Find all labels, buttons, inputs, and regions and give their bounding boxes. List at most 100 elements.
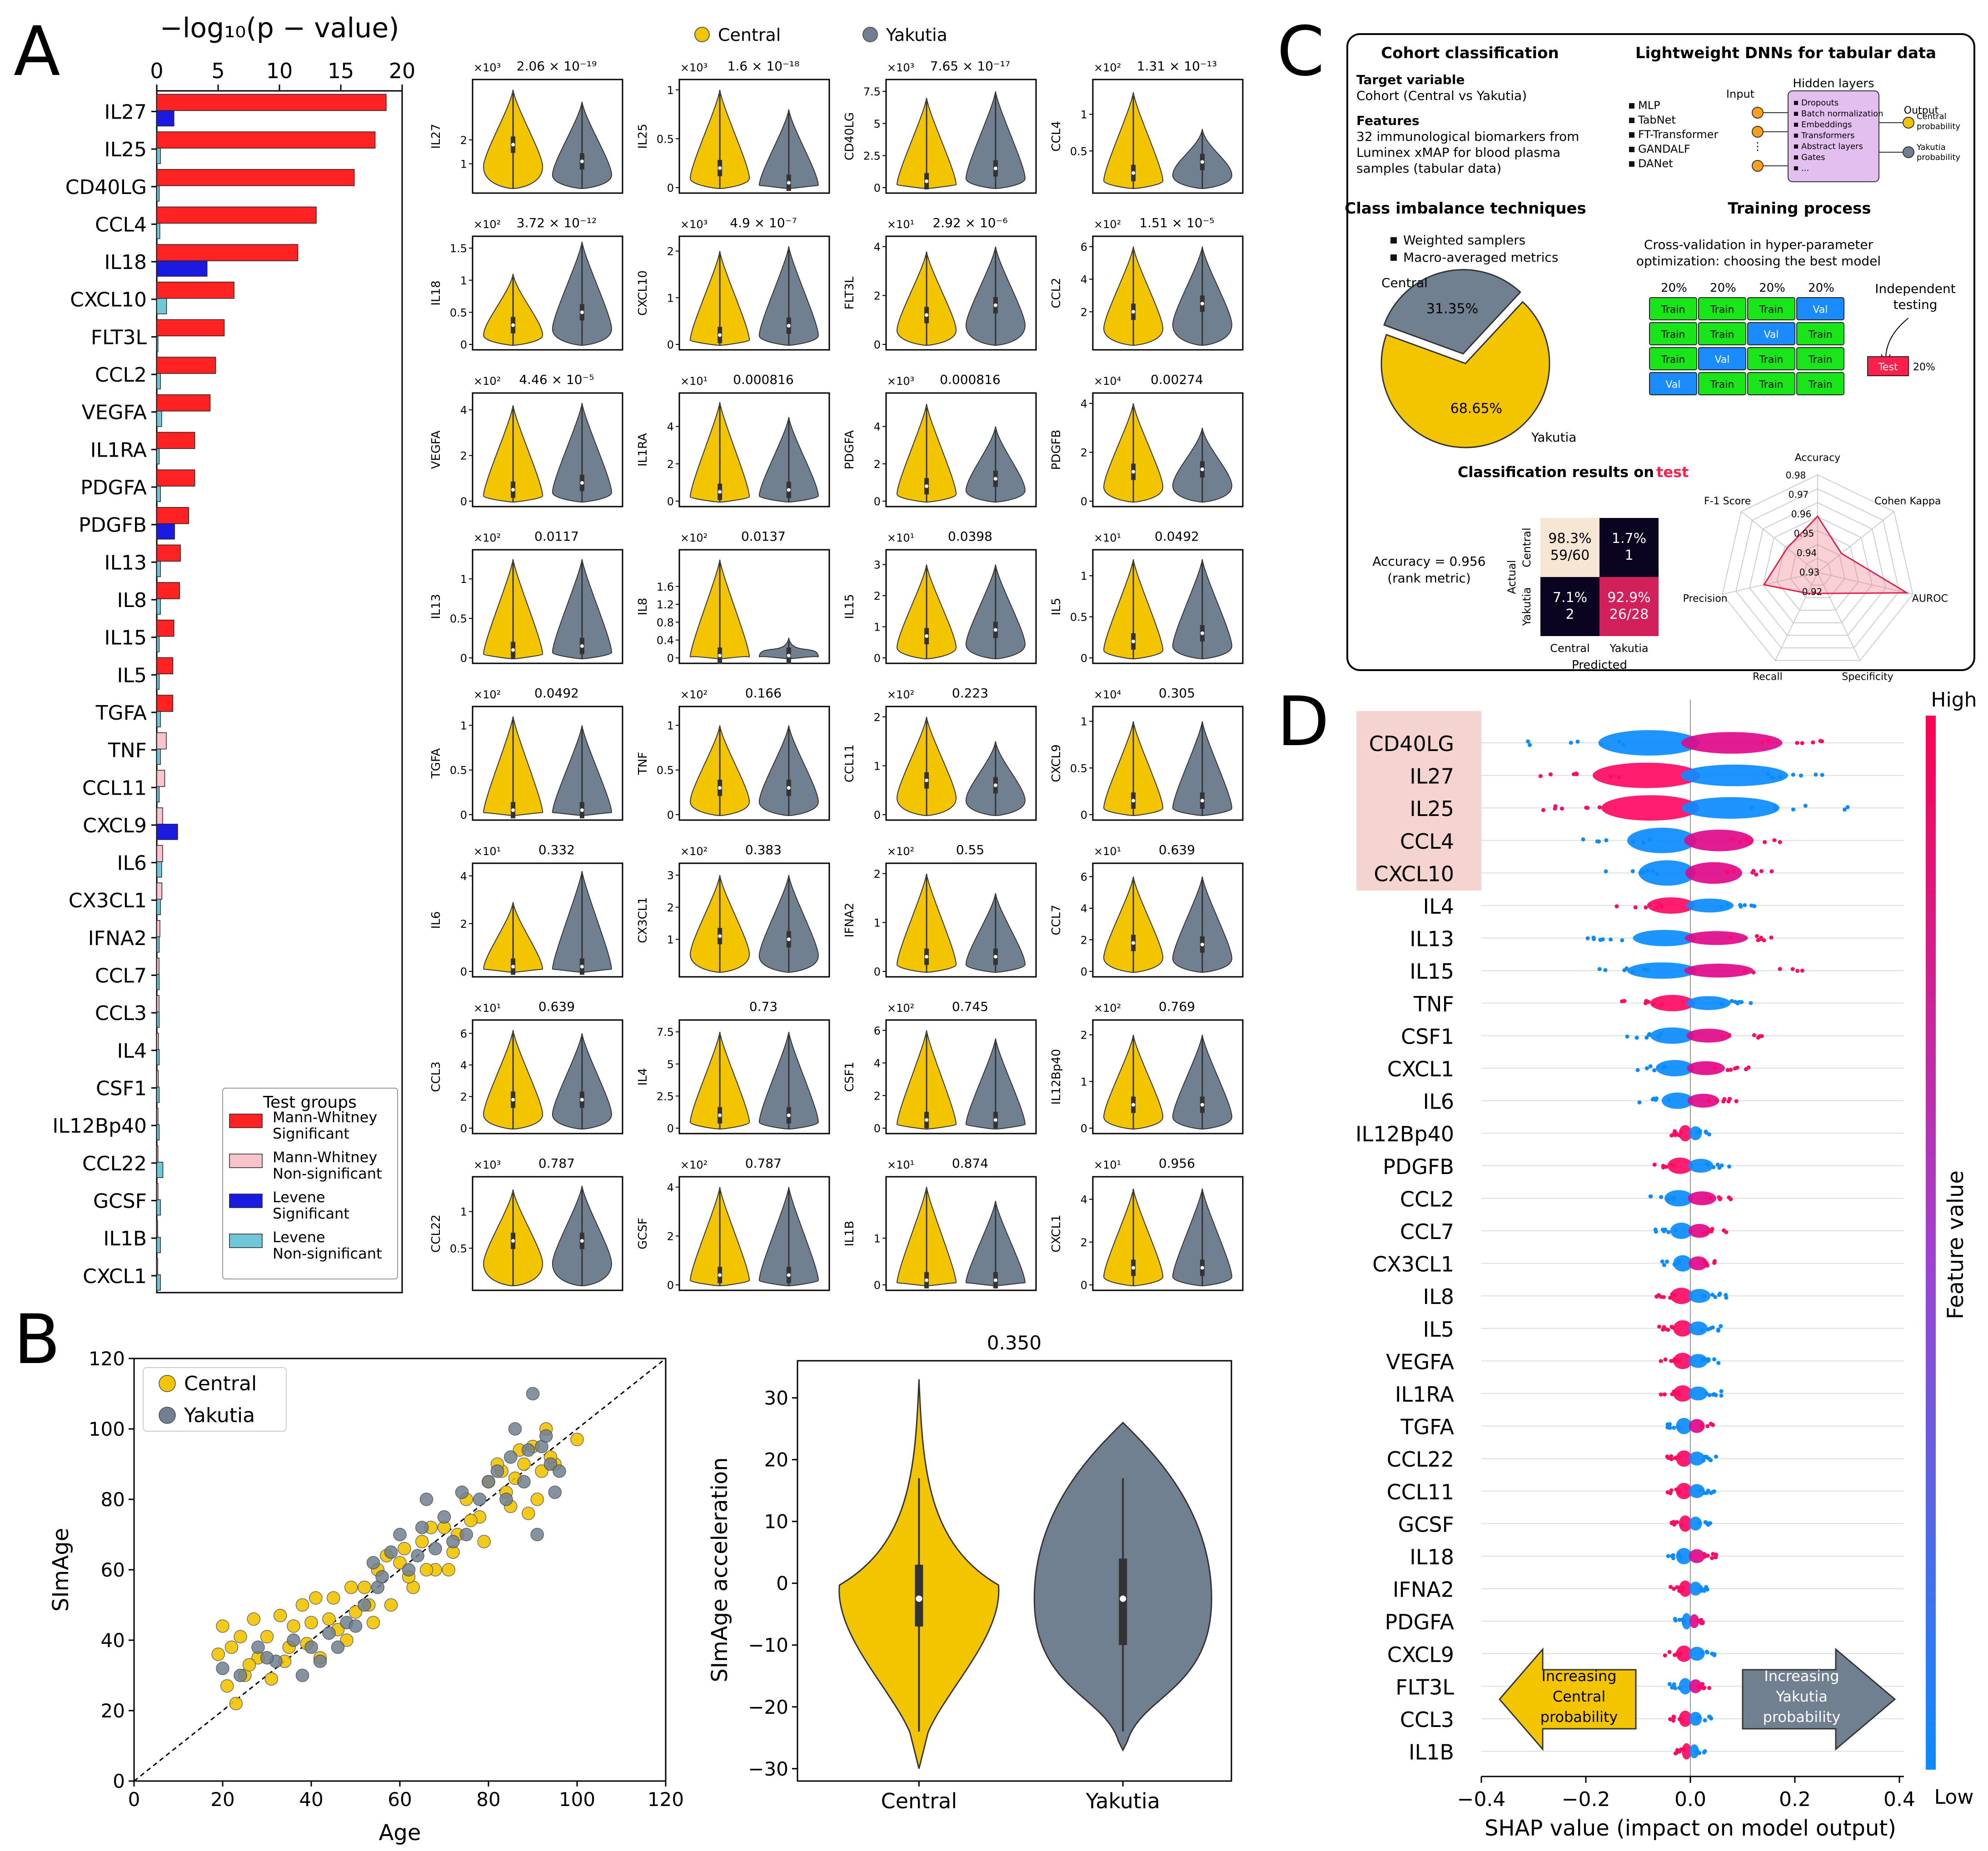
imbalance-title: Class imbalance techniques <box>1345 199 1586 218</box>
shap-dot <box>1631 840 1635 844</box>
shap-feature-il5: IL5 <box>1423 1317 1454 1342</box>
point-central <box>517 1457 531 1471</box>
violin-median-yakutia <box>993 303 997 307</box>
violin-panel-tgfa: ×10² 0.0492 TGFA 0 0.5 1 <box>429 686 623 821</box>
shap-feature-il6: IL6 <box>1423 1090 1454 1114</box>
violin-panel-csf1: ×10² 0.745 CSF1 0 2 4 6 <box>843 999 1037 1135</box>
shap-feature-il1b: IL1B <box>1409 1740 1454 1765</box>
model-ft-transformer: FT-Transformer <box>1638 128 1718 141</box>
arrow-central: Increasing Central probability <box>1499 1647 1637 1751</box>
point-yakutia <box>543 1457 558 1471</box>
shap-dot <box>1665 1454 1669 1459</box>
radar-ring-label: 0.95 <box>1794 528 1814 539</box>
violin-ytick-label: 0.4 <box>657 634 674 647</box>
violin-ytick-label: 6 <box>874 1025 881 1037</box>
bar-mw-flt3l <box>156 319 225 337</box>
violin-panel-il1b: ×10¹ 0.874 IL1B 0 1 <box>843 1156 1037 1292</box>
shap-dot <box>1673 1617 1677 1621</box>
confusion-count: 59/60 <box>1550 547 1589 563</box>
shap-dot <box>1597 967 1602 971</box>
radar-spoke <box>1741 511 1818 573</box>
shap-dot <box>1733 1000 1738 1004</box>
violin-ytick-label: 1.6 <box>657 581 674 593</box>
legend-yakutia: Yakutia <box>886 25 947 45</box>
violin-panel-il13: ×10² 0.0117 IL13 0 0.5 1 <box>429 529 623 665</box>
violin-median-central <box>511 488 515 492</box>
arrow-central-1: Increasing <box>1541 1667 1616 1685</box>
legend-label-mw_sig-1: Mann-Whitney <box>273 1109 377 1126</box>
violin-pvalue: 0.000816 <box>733 372 794 387</box>
violin-ytick-label: 0 <box>874 1122 881 1135</box>
category-il1ra: IL1RA <box>90 438 147 462</box>
shap-dot <box>1712 1489 1716 1493</box>
shap-dot <box>1667 1682 1672 1687</box>
shap-dot <box>1641 870 1646 874</box>
violin-panel-cxcl1: ×10¹ 0.956 CXCL1 0 2 4 <box>1050 1156 1244 1292</box>
violin-panel-ifna2: ×10² 0.55 IFNA2 0 1 2 <box>843 842 1037 978</box>
hidden-bullet <box>1794 134 1798 138</box>
violin-median-yakutia <box>993 166 997 170</box>
shap-dot <box>1705 1650 1709 1655</box>
features-line-1: 32 immunological biomarkers from <box>1356 129 1579 144</box>
shap-dot <box>1770 775 1774 780</box>
violin-scale: ×10⁴ <box>1094 688 1121 701</box>
arrow-yakutia-1: Increasing <box>1764 1667 1839 1685</box>
violin-ylabel: IL25 <box>636 124 650 149</box>
violin-ytick-label: 1 <box>667 933 674 946</box>
hidden-bullet <box>1794 166 1798 170</box>
shap-dot <box>1704 1261 1709 1265</box>
violin-ytick-label: 10 <box>764 1511 788 1533</box>
cv-cell-label: Train <box>1759 354 1784 366</box>
confusion-xlabel: Predicted <box>1572 658 1627 672</box>
violin-scale: ×10² <box>680 532 708 544</box>
shap-feature-flt3l: FLT3L <box>1395 1675 1454 1699</box>
violin-ytick-label: 1 <box>667 292 674 304</box>
shap-dot <box>1709 1326 1713 1330</box>
shap-dot <box>1721 1099 1726 1104</box>
radar-spoke <box>1817 511 1894 573</box>
shap-dot <box>1675 1392 1680 1396</box>
shap-dot <box>1584 806 1589 810</box>
point-central <box>309 1591 323 1605</box>
shap-dot <box>1703 1749 1707 1753</box>
shap-dot <box>1621 742 1625 747</box>
violin-ytick-label: 0 <box>874 809 881 821</box>
shap-dot <box>1706 1359 1710 1363</box>
violin-ylabel: IL27 <box>429 124 443 149</box>
shap-dot <box>1778 967 1782 971</box>
violin-grid: ×10³ 2.06 × 10⁻¹⁹ IL27 1 2 ×10³ 1.6 × 10⁻¹⁸ IL2… <box>429 59 1244 1292</box>
features-line-2: Luminex xMAP for blood plasma <box>1356 145 1560 160</box>
radar-ring-label: 0.97 <box>1789 489 1809 500</box>
violin-ytick-label: 1 <box>460 274 467 287</box>
confusion-count: 2 <box>1565 607 1574 622</box>
shap-dot <box>1720 1035 1724 1039</box>
category-il18: IL18 <box>105 251 147 274</box>
bar-levene-tgfa <box>156 711 161 727</box>
shap-body-right <box>1686 996 1731 1010</box>
shap-dot <box>1599 742 1603 746</box>
point-central <box>384 1598 398 1612</box>
bar-levene-il8 <box>156 598 161 615</box>
shap-body-left <box>1679 1515 1692 1532</box>
shap-dot <box>1778 840 1782 844</box>
violin-ytick-label: 0 <box>667 809 674 821</box>
violin-panel-il15: ×10¹ 0.0398 IL15 0 1 2 3 <box>843 529 1037 665</box>
cv-cell-train <box>1649 297 1697 320</box>
bar-mw-pdgfa <box>156 469 195 487</box>
shap-dot <box>1702 1588 1706 1593</box>
category-cd40lg: CD40LG <box>65 176 147 199</box>
violin-median-yakutia <box>787 488 791 492</box>
shap-dot <box>1648 1064 1653 1069</box>
shap-body-left <box>1673 1385 1692 1402</box>
model-bullet <box>1629 132 1634 138</box>
point-central <box>349 1605 363 1619</box>
shap-dot <box>1569 741 1573 745</box>
shap-dot <box>1705 1424 1710 1428</box>
shap-body-right <box>1681 732 1783 754</box>
category-csf1: CSF1 <box>96 1077 147 1100</box>
legend-swatch-mw_sig <box>229 1114 263 1128</box>
shap-dot <box>1752 1033 1756 1038</box>
shap-dot <box>1665 1425 1670 1430</box>
bar-levene-il27 <box>156 110 174 127</box>
shap-body-right <box>1685 862 1742 884</box>
